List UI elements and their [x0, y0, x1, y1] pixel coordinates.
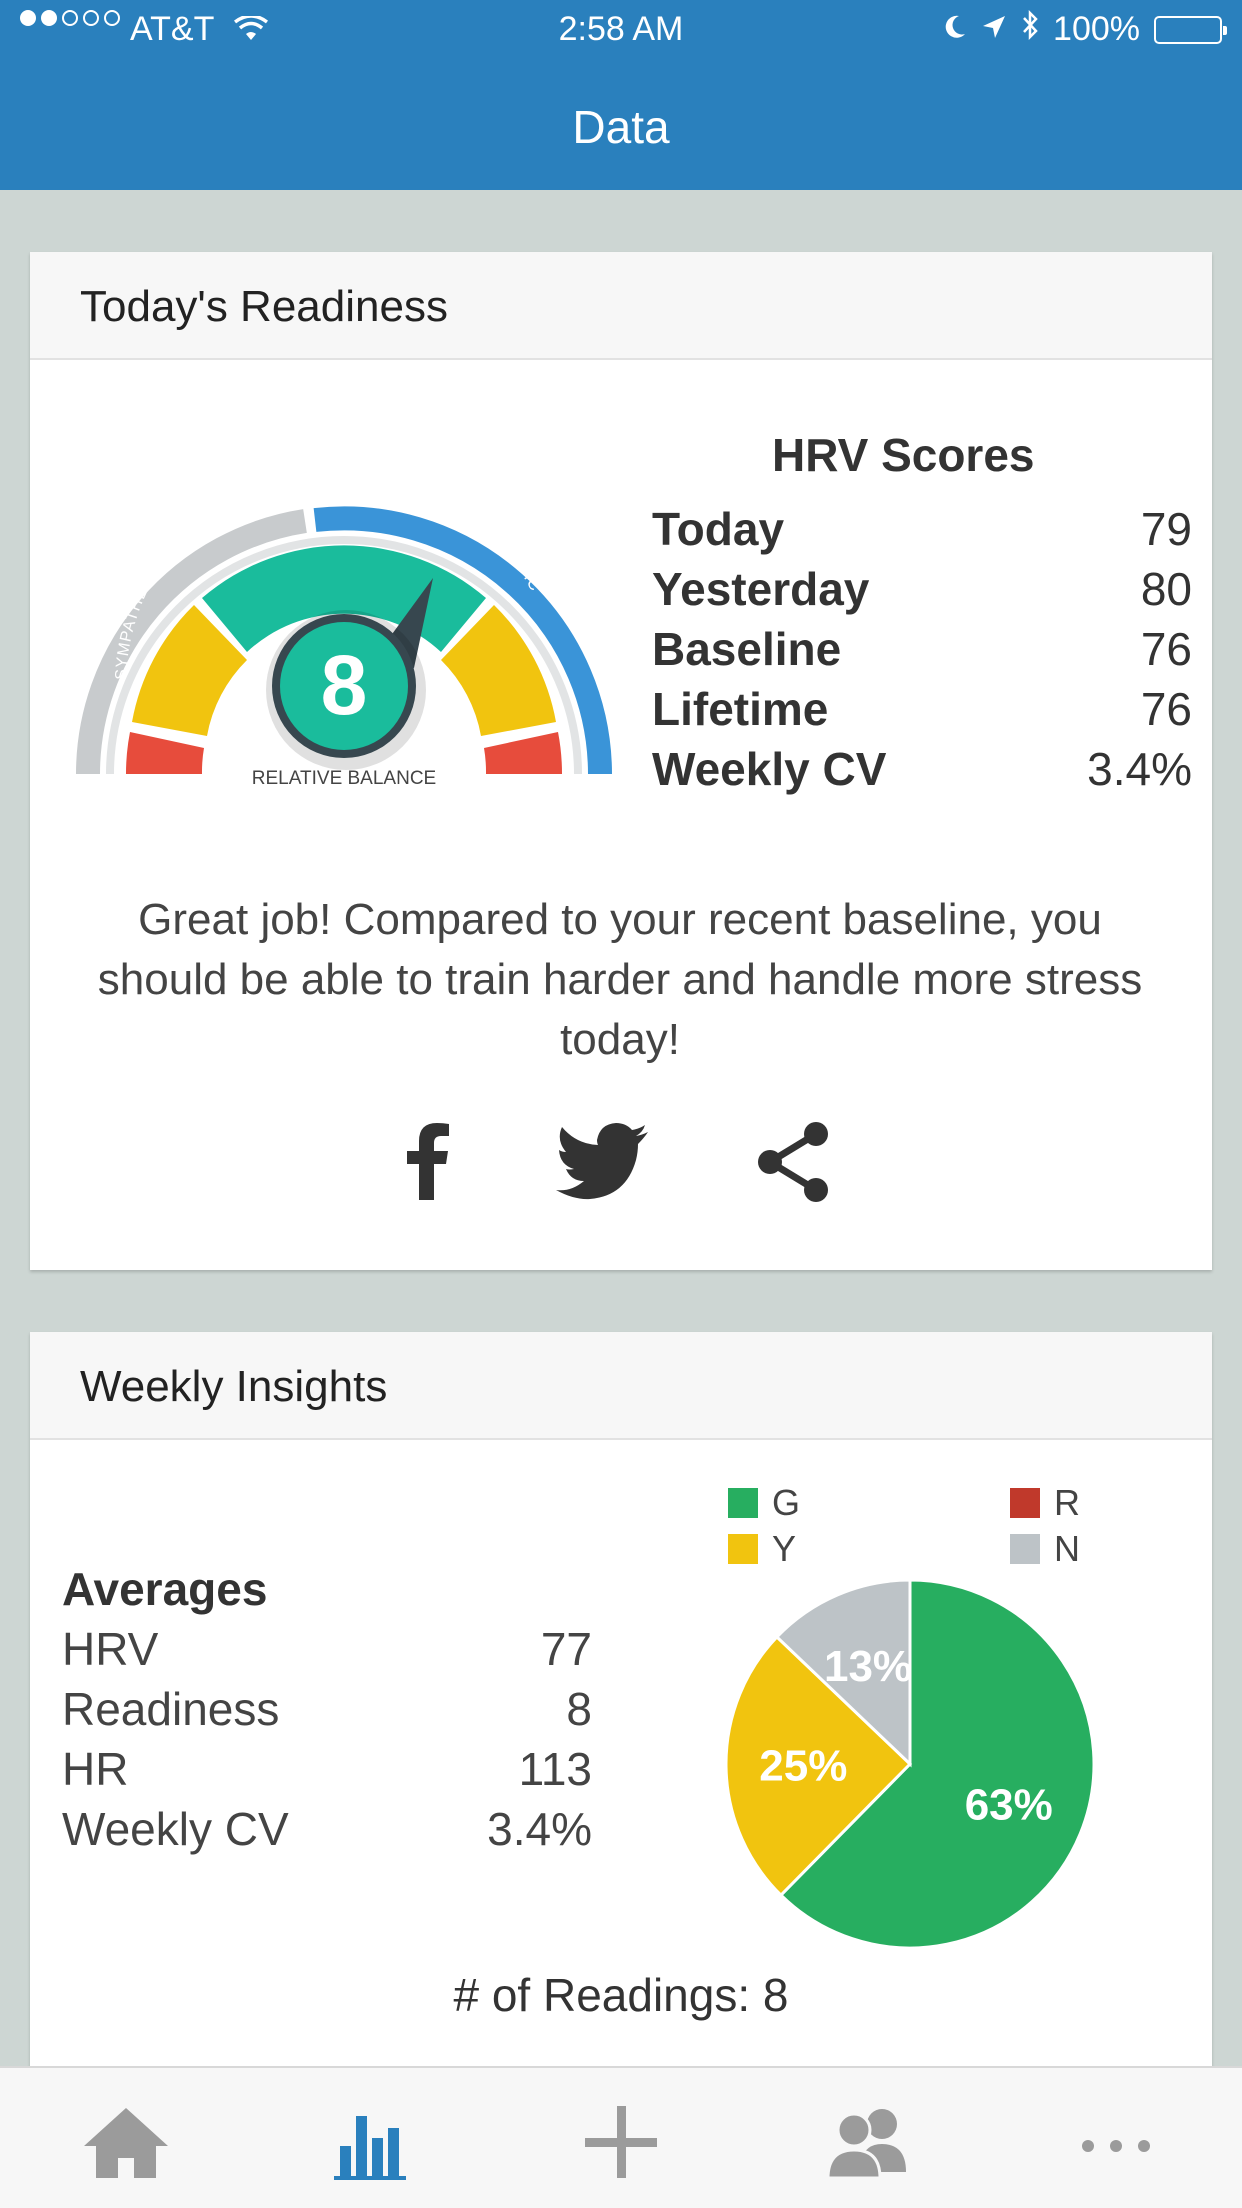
gauge-segment-yellow-right	[441, 605, 556, 736]
add-icon	[585, 2106, 657, 2178]
pie-label-g: 63%	[965, 1780, 1053, 1829]
battery-percent: 100%	[1053, 10, 1140, 48]
status-time: 2:58 AM	[558, 10, 684, 48]
legend-label: N	[1054, 1528, 1080, 1569]
hrv-value: 80	[1140, 563, 1192, 615]
legend-item-g: G	[728, 1482, 800, 1524]
battery-icon	[1154, 15, 1227, 44]
share-icon[interactable]	[754, 1120, 834, 1209]
page-title: Data	[572, 101, 670, 153]
legend-swatch	[1010, 1534, 1040, 1564]
pie-label-n: 13%	[824, 1642, 912, 1691]
avg-value: 8	[566, 1683, 592, 1735]
hrv-label: Weekly CV	[652, 743, 887, 795]
avg-label: Readiness	[62, 1683, 280, 1735]
tab-add[interactable]	[573, 2102, 669, 2182]
tab-home[interactable]	[78, 2102, 174, 2182]
more-icon	[1082, 2140, 1150, 2152]
bluetooth-icon	[1021, 9, 1039, 49]
readiness-card-header: Today's Readiness	[30, 252, 1212, 360]
moon-icon	[943, 10, 967, 49]
gauge-caption: RELATIVE BALANCE	[252, 768, 436, 789]
readiness-gauge: SYMPATHETIC PARASYMPATHETIC 8 RELATIVE B…	[76, 470, 612, 789]
hrv-label: Lifetime	[652, 683, 829, 735]
legend-swatch	[1010, 1488, 1040, 1518]
pie-slice-y	[724, 1634, 913, 1898]
community-icon	[826, 2109, 906, 2180]
pie-label-y: 25%	[759, 1742, 847, 1791]
hrv-label: Yesterday	[652, 563, 870, 615]
tab-more[interactable]	[1068, 2102, 1164, 2182]
header-bar: AT&T 2:58 AM 100% Data	[0, 0, 1242, 190]
tab-bar	[0, 2066, 1242, 2208]
readiness-score: 8	[321, 638, 368, 732]
pie-slice-n	[774, 1578, 912, 1768]
avg-label: Weekly CV	[62, 1803, 289, 1855]
tab-data[interactable]	[324, 2102, 420, 2182]
hrv-value: 76	[1140, 683, 1192, 735]
gauge-segment-red-left	[125, 732, 204, 774]
readiness-message: Great job! Compared to your recent basel…	[97, 895, 1143, 1064]
hrv-value: 76	[1140, 623, 1192, 675]
legend-item-y: Y	[728, 1528, 796, 1570]
sympathetic-arc	[76, 509, 307, 775]
gauge-segment-yellow-left	[132, 605, 247, 736]
averages-title: Averages	[62, 1563, 268, 1615]
weekly-title: Weekly Insights	[80, 1362, 388, 1411]
readings-count: # of Readings: 8	[453, 1969, 789, 2021]
facebook-icon[interactable]	[402, 1120, 452, 1205]
avg-value: 113	[518, 1743, 592, 1795]
wifi-icon	[233, 12, 269, 51]
tab-community[interactable]	[820, 2102, 916, 2182]
gauge-segment-red-right	[484, 732, 563, 774]
parasympathetic-arc	[313, 506, 612, 775]
hrv-scores-title: HRV Scores	[772, 429, 1035, 481]
status-bar: AT&T 2:58 AM 100%	[0, 0, 1242, 60]
readings-pie-chart: 63% 25% 13%	[724, 1578, 1096, 1950]
legend-label: G	[772, 1482, 801, 1523]
twitter-icon[interactable]	[556, 1120, 650, 1205]
avg-label: HRV	[62, 1623, 159, 1675]
legend-swatch	[728, 1534, 758, 1564]
avg-label: HR	[62, 1743, 129, 1795]
legend-label: R	[1054, 1482, 1080, 1523]
weekly-insights-card: Weekly Insights Averages HRV 77 Readines…	[30, 1332, 1212, 2072]
location-icon	[981, 10, 1007, 49]
legend-item-r: R	[1010, 1482, 1080, 1524]
hrv-label: Today	[652, 503, 785, 555]
hrv-label: Baseline	[652, 623, 842, 675]
legend-item-n: N	[1010, 1528, 1080, 1570]
legend-swatch	[728, 1488, 758, 1518]
avg-value: 3.4%	[487, 1803, 592, 1855]
legend-label: Y	[772, 1528, 797, 1569]
pie-slice-g	[778, 1578, 1096, 1950]
hrv-value: 79	[1140, 503, 1192, 555]
hrv-value: 3.4%	[1087, 743, 1192, 795]
home-icon	[84, 2108, 168, 2178]
carrier-name: AT&T	[130, 10, 215, 48]
avg-value: 77	[540, 1623, 592, 1675]
data-icon	[334, 2116, 406, 2180]
readiness-title: Today's Readiness	[80, 282, 448, 331]
readiness-card: Today's Readiness SYMPATHETIC PARASYMPAT…	[30, 252, 1212, 1270]
signal-strength-icon	[20, 10, 120, 26]
weekly-card-header: Weekly Insights	[30, 1332, 1212, 1440]
